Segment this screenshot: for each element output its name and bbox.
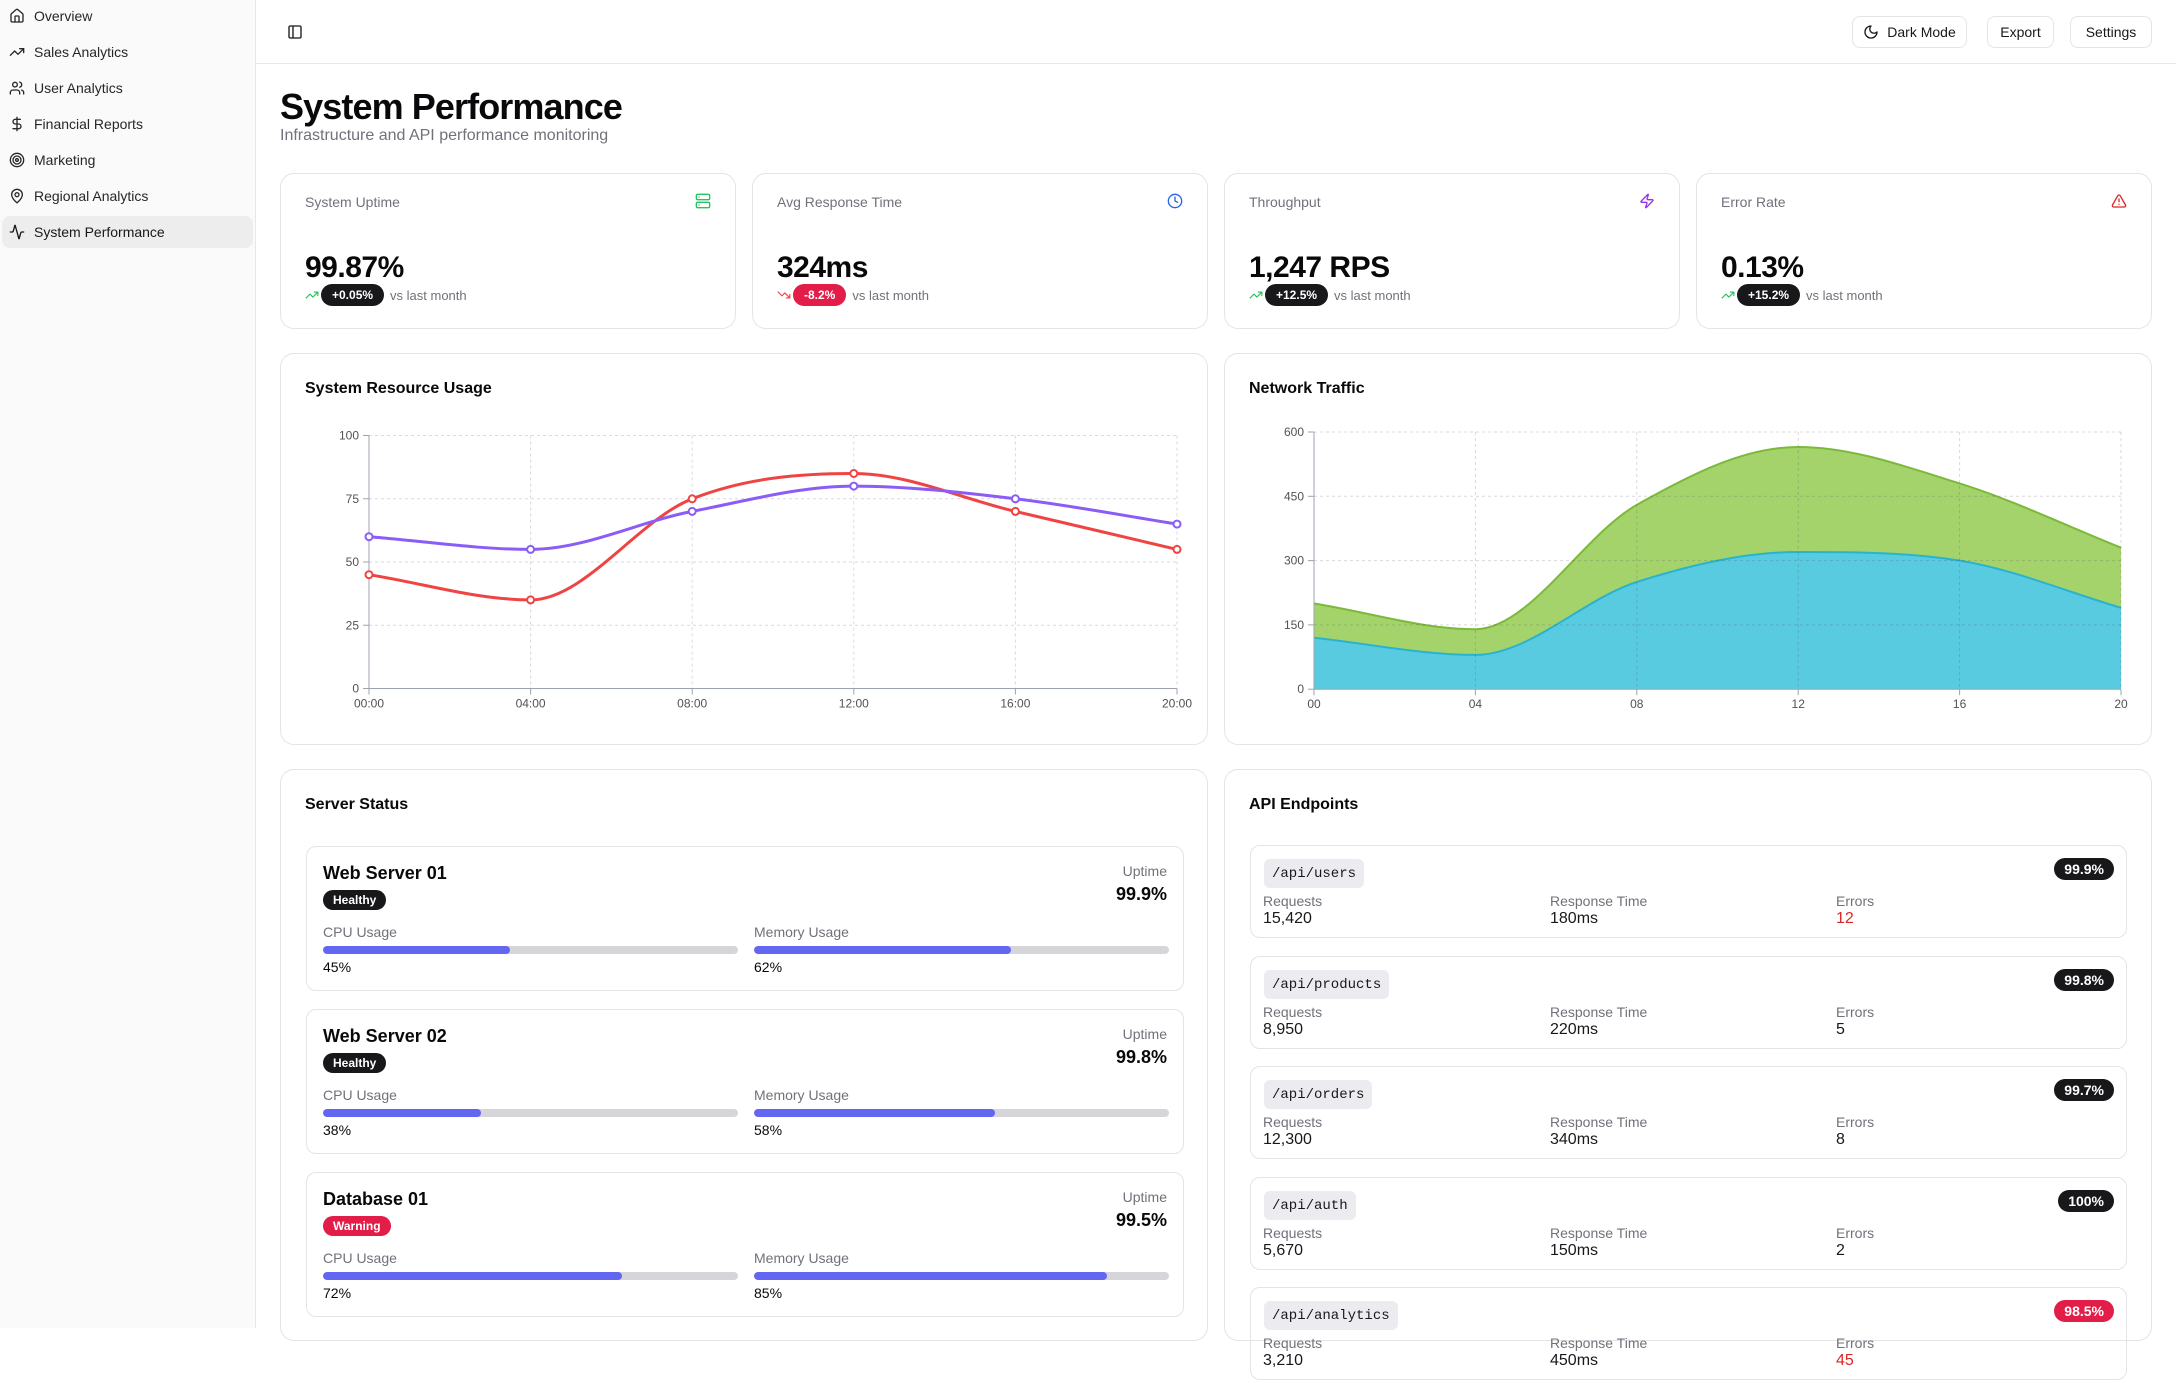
svg-text:300: 300	[1284, 554, 1304, 568]
svg-text:04:00: 04:00	[516, 697, 546, 711]
svg-text:20:00: 20:00	[1162, 697, 1192, 711]
svg-text:00: 00	[1307, 697, 1321, 711]
svg-text:450: 450	[1284, 489, 1304, 503]
svg-text:100: 100	[339, 429, 359, 443]
svg-text:08: 08	[1630, 697, 1644, 711]
svg-text:20: 20	[2114, 697, 2128, 711]
svg-text:12: 12	[1792, 697, 1806, 711]
svg-text:00:00: 00:00	[354, 697, 384, 711]
svg-text:12:00: 12:00	[839, 697, 869, 711]
svg-text:16: 16	[1953, 697, 1967, 711]
svg-text:50: 50	[346, 555, 360, 569]
svg-text:150: 150	[1284, 618, 1304, 632]
svg-text:08:00: 08:00	[677, 697, 707, 711]
svg-text:25: 25	[346, 618, 360, 632]
svg-text:75: 75	[346, 492, 360, 506]
svg-text:04: 04	[1469, 697, 1483, 711]
svg-text:600: 600	[1284, 425, 1304, 439]
svg-text:0: 0	[1297, 682, 1304, 696]
svg-text:0: 0	[352, 682, 359, 696]
svg-text:16:00: 16:00	[1000, 697, 1030, 711]
